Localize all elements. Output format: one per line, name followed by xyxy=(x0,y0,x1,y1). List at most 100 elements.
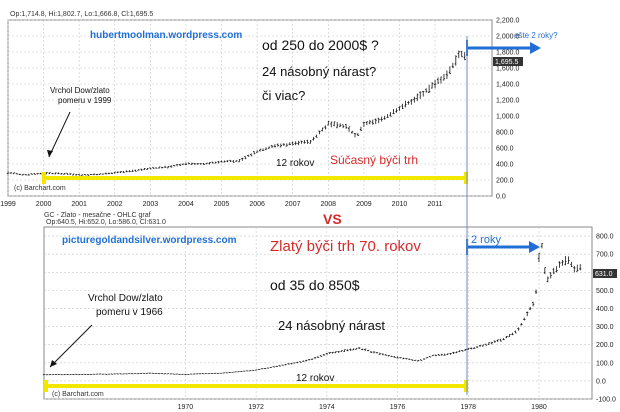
ohlc-bar xyxy=(381,353,385,356)
ohlc-bar xyxy=(309,140,312,144)
ohlc-bar xyxy=(325,353,329,355)
x-tick-label: 1978 xyxy=(460,404,476,411)
ohlc-bar xyxy=(110,172,113,175)
ohlc-bar xyxy=(528,306,532,311)
bars-bottom xyxy=(42,243,582,376)
chart-top: Op:1,714.8, Hi:1,802.7, Lo:1,666.8, Cl:1… xyxy=(0,11,558,208)
ohlc-bar xyxy=(463,52,466,61)
ohlc-bar xyxy=(151,372,155,374)
ohlc-bar xyxy=(303,140,306,144)
ohlc-bar xyxy=(434,354,438,357)
duration-text-bottom: 12 rokov xyxy=(296,373,334,384)
ohlc-bar xyxy=(523,317,526,321)
ohlc-bar xyxy=(561,259,564,266)
ohlc-bar xyxy=(119,373,122,375)
ohlc-bar xyxy=(384,354,387,356)
ohlc-bar xyxy=(281,364,284,366)
x-ticks-top: 1999 2000 2001 2002 2003 2004 2005 2006 2007 2008… xyxy=(0,201,442,208)
ohlc-bar xyxy=(149,167,152,170)
ohlc-bar xyxy=(134,169,137,172)
ohlc-bar xyxy=(163,373,166,375)
ohlc-bar xyxy=(534,289,538,295)
ohlc-bar xyxy=(282,143,286,146)
ohlc-bar xyxy=(558,261,561,268)
ohlc-bar xyxy=(48,172,51,175)
future-arrowhead-bottom xyxy=(529,241,540,253)
ohlc-bar xyxy=(300,140,303,144)
ohlc-bar xyxy=(389,112,392,117)
ohlc-bar xyxy=(437,354,440,356)
y-tick-label: 200.0 xyxy=(496,178,514,185)
ohlc-bar xyxy=(430,82,434,89)
plot-area-bottom xyxy=(43,226,593,400)
ohlc-bar xyxy=(140,168,143,171)
ohlc-bar xyxy=(416,93,419,102)
ohlc-bar xyxy=(95,373,99,375)
ohlc-bar xyxy=(496,339,499,343)
ohlc-bar xyxy=(347,126,351,132)
ohlc-bar xyxy=(490,341,494,345)
y-tick-label: 800.0 xyxy=(596,234,614,241)
ohlc-bar xyxy=(502,338,505,341)
ohlc-bar xyxy=(464,348,467,351)
ohlc-bar xyxy=(285,143,288,147)
ohlc-bar xyxy=(436,77,440,84)
chart-bottom: GC - Zlato - mesačne - OHLC graf Op:640.… xyxy=(42,212,617,411)
ohlc-bar xyxy=(202,163,205,165)
ohlc-bar xyxy=(152,167,155,169)
ohlc-bar xyxy=(251,369,255,371)
ohlc-bar xyxy=(537,252,541,262)
y-tick-label: 400.0 xyxy=(496,162,514,169)
ohlc-bar xyxy=(413,96,416,103)
ohlc-bar xyxy=(414,359,417,362)
ohlc-bar xyxy=(155,167,158,169)
ohlc-bar xyxy=(128,170,131,173)
ohlc-bar xyxy=(338,123,342,127)
ohlc-bar xyxy=(63,374,66,376)
ohlc-bar xyxy=(564,256,567,266)
ohlc-bar xyxy=(401,103,404,109)
ohlc-bar xyxy=(520,322,523,326)
ohlc-bar xyxy=(322,354,326,356)
ohlc-bar xyxy=(241,157,244,161)
ohlc-bar xyxy=(30,173,33,175)
ohlc-bar xyxy=(407,101,410,105)
ohlc-bar xyxy=(470,347,473,350)
ohlc-bar xyxy=(66,374,69,375)
ohlc-bar xyxy=(95,173,99,176)
ohlc-bar xyxy=(69,173,72,175)
ohlc-bar xyxy=(287,363,290,365)
ohlc-bar xyxy=(208,161,211,165)
ohlc-bar xyxy=(366,349,370,352)
bull-market-text-top: Súčasný býči trh xyxy=(330,153,418,167)
ohlc-bar xyxy=(460,50,463,58)
ohlc-bar xyxy=(333,121,336,127)
header-bottom: Op:640.5, Hi:652.0, Lo:586.0, Cl:631.0 xyxy=(46,219,166,226)
ohlc-bar xyxy=(448,66,452,75)
ohlc-bar xyxy=(546,276,550,283)
ohlc-bar xyxy=(344,123,348,129)
ohlc-bar xyxy=(66,172,69,175)
ohlc-bar xyxy=(310,358,314,361)
ohlc-bar xyxy=(75,373,78,375)
ohlc-bar xyxy=(131,373,134,375)
y-tick-label: 700.0 xyxy=(596,252,614,259)
ohlc-bar xyxy=(540,243,544,249)
ohlc-bar xyxy=(104,373,108,375)
ohlc-bar xyxy=(511,332,514,336)
ohlc-bar xyxy=(368,119,372,125)
ohlc-bar xyxy=(421,91,425,97)
ohlc-bar xyxy=(101,173,105,175)
ohlc-bar xyxy=(428,356,432,358)
ohlc-bar xyxy=(358,347,361,350)
ohlc-bar xyxy=(396,356,399,359)
ohlc-bar xyxy=(328,352,331,354)
ohlc-bar xyxy=(288,142,291,146)
bull-market-text-bottom: Zlatý býči trh 70. rokov xyxy=(270,238,421,255)
ohlc-bar xyxy=(75,174,78,176)
ohlc-bar xyxy=(181,163,185,166)
ohlc-bar xyxy=(178,373,181,375)
ohlc-bar xyxy=(284,363,287,366)
ohlc-bar xyxy=(225,372,228,374)
ohlc-bar xyxy=(452,351,455,355)
